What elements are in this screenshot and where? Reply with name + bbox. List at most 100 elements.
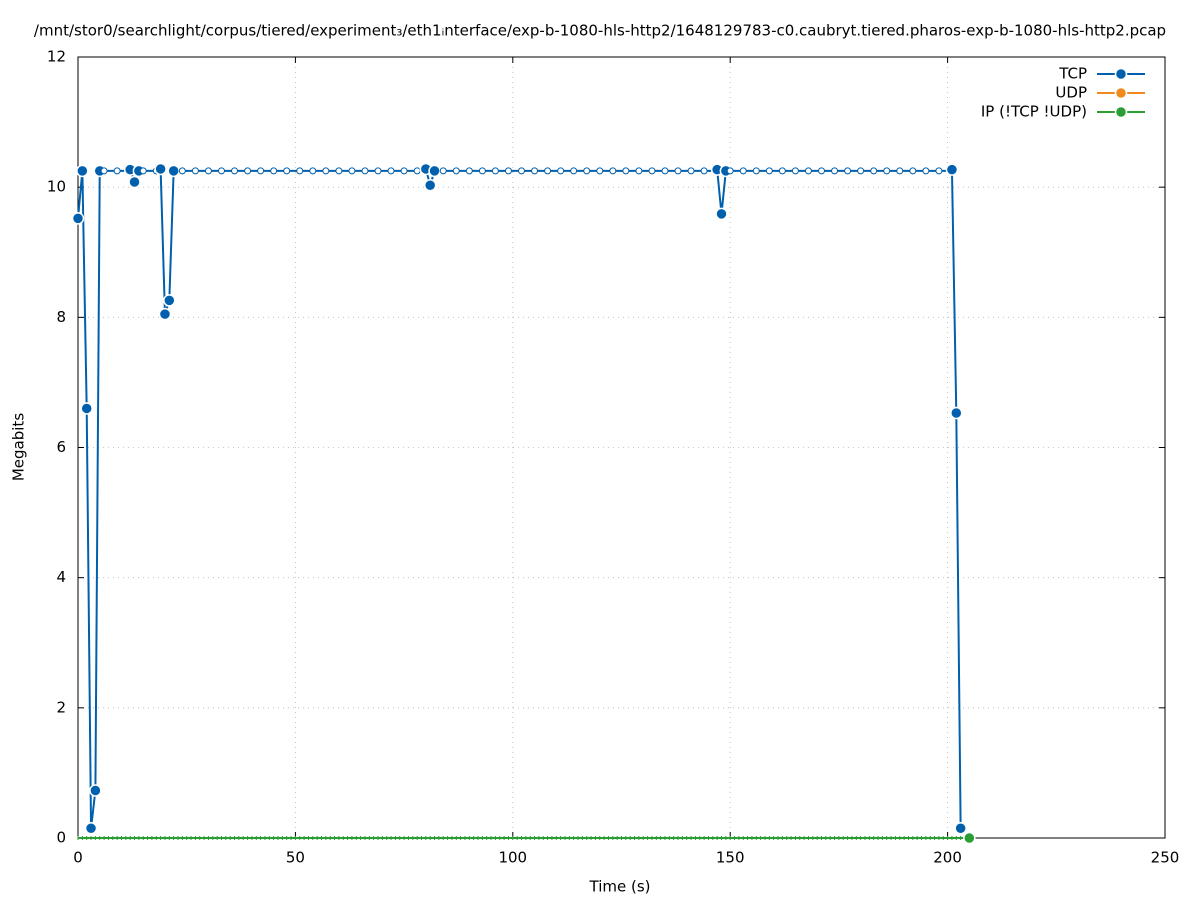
series-point [700, 167, 708, 175]
legend-label: UDP [1055, 84, 1087, 102]
series-point [452, 167, 460, 175]
series-point [80, 402, 93, 415]
series-point [244, 167, 252, 175]
series-point [831, 167, 839, 175]
series-point [517, 167, 525, 175]
series-point [491, 167, 499, 175]
series-point [857, 167, 865, 175]
series-point [204, 167, 212, 175]
series-point [963, 831, 976, 845]
series-point [413, 167, 421, 175]
y-tick-label: 12 [47, 48, 66, 66]
series-point [374, 167, 382, 175]
series-point [870, 167, 878, 175]
series-point [950, 406, 963, 420]
series-point [439, 167, 447, 175]
series-point [89, 784, 102, 797]
series-point [531, 167, 539, 175]
series-point [309, 167, 317, 175]
series-point [154, 162, 167, 176]
series-point [128, 175, 141, 189]
series-point [478, 167, 486, 175]
series-point [84, 821, 98, 835]
series-point [348, 167, 356, 175]
series-point [896, 167, 904, 175]
series-point [191, 167, 199, 175]
series-point [609, 167, 617, 175]
series-point [844, 167, 852, 175]
series-point [335, 167, 343, 175]
plot-border [77, 56, 1166, 839]
series-point [76, 164, 89, 178]
series-point [465, 167, 473, 175]
series-point [423, 178, 437, 192]
legend-swatch [1114, 86, 1128, 100]
series-point [596, 167, 604, 175]
series-point [231, 167, 239, 175]
series-point [635, 167, 643, 175]
y-axis-label: Megabits [10, 413, 28, 481]
legend-label: TCP [1058, 65, 1087, 83]
series-point [100, 167, 108, 175]
series-point [791, 167, 799, 175]
series-point [158, 307, 172, 321]
chart-title: /mnt/stor0/searchlight/corpus/tiered/exp… [34, 22, 1166, 40]
series-point [778, 167, 786, 175]
y-tick-label: 6 [56, 438, 66, 456]
series-point [570, 167, 578, 175]
legend-label: IP (!TCP !UDP) [981, 103, 1087, 121]
series-point [178, 167, 186, 175]
y-tick-label: 0 [56, 829, 66, 847]
series-point [428, 164, 441, 178]
series-point [283, 167, 291, 175]
series-point [687, 167, 695, 175]
x-tick-label: 0 [73, 849, 83, 867]
series-point [739, 167, 747, 175]
series-point [504, 167, 512, 175]
x-tick-label: 100 [498, 849, 527, 867]
series-point [557, 167, 565, 175]
series-point [544, 167, 552, 175]
series-point [945, 163, 959, 176]
series-point [163, 294, 176, 307]
series-point [818, 167, 826, 175]
series-point [765, 167, 773, 175]
series-point [909, 167, 917, 175]
series-point [387, 167, 395, 175]
series-point [883, 167, 891, 175]
y-tick-label: 4 [56, 568, 66, 586]
y-tick-label: 8 [56, 308, 66, 326]
y-tick-label: 2 [56, 698, 66, 716]
legend-swatch [1114, 105, 1128, 119]
series-point [296, 167, 304, 175]
series-point [715, 207, 728, 221]
series-point [935, 167, 943, 175]
series-point [674, 167, 682, 175]
series-point [270, 167, 278, 175]
series-point [648, 167, 656, 175]
series-point [257, 167, 265, 175]
series-point [954, 821, 967, 835]
series-point [139, 167, 147, 175]
series-point [361, 167, 369, 175]
series-point [217, 167, 225, 175]
series-point [167, 164, 180, 178]
series-point [583, 167, 591, 175]
series-point [71, 212, 85, 225]
series-point [726, 167, 734, 175]
series-point [113, 167, 121, 175]
legend-swatch [1114, 67, 1128, 81]
series-point [804, 167, 812, 175]
series-point [400, 167, 408, 175]
x-axis-label: Time (s) [589, 878, 651, 896]
series-point [922, 167, 930, 175]
series-point [322, 167, 330, 175]
series-point [752, 167, 760, 175]
x-tick-label: 200 [933, 849, 962, 867]
series-point [622, 167, 630, 175]
y-tick-label: 10 [47, 178, 66, 196]
x-tick-label: 150 [716, 849, 745, 867]
x-tick-label: 50 [286, 849, 305, 867]
x-tick-label: 250 [1151, 849, 1180, 867]
